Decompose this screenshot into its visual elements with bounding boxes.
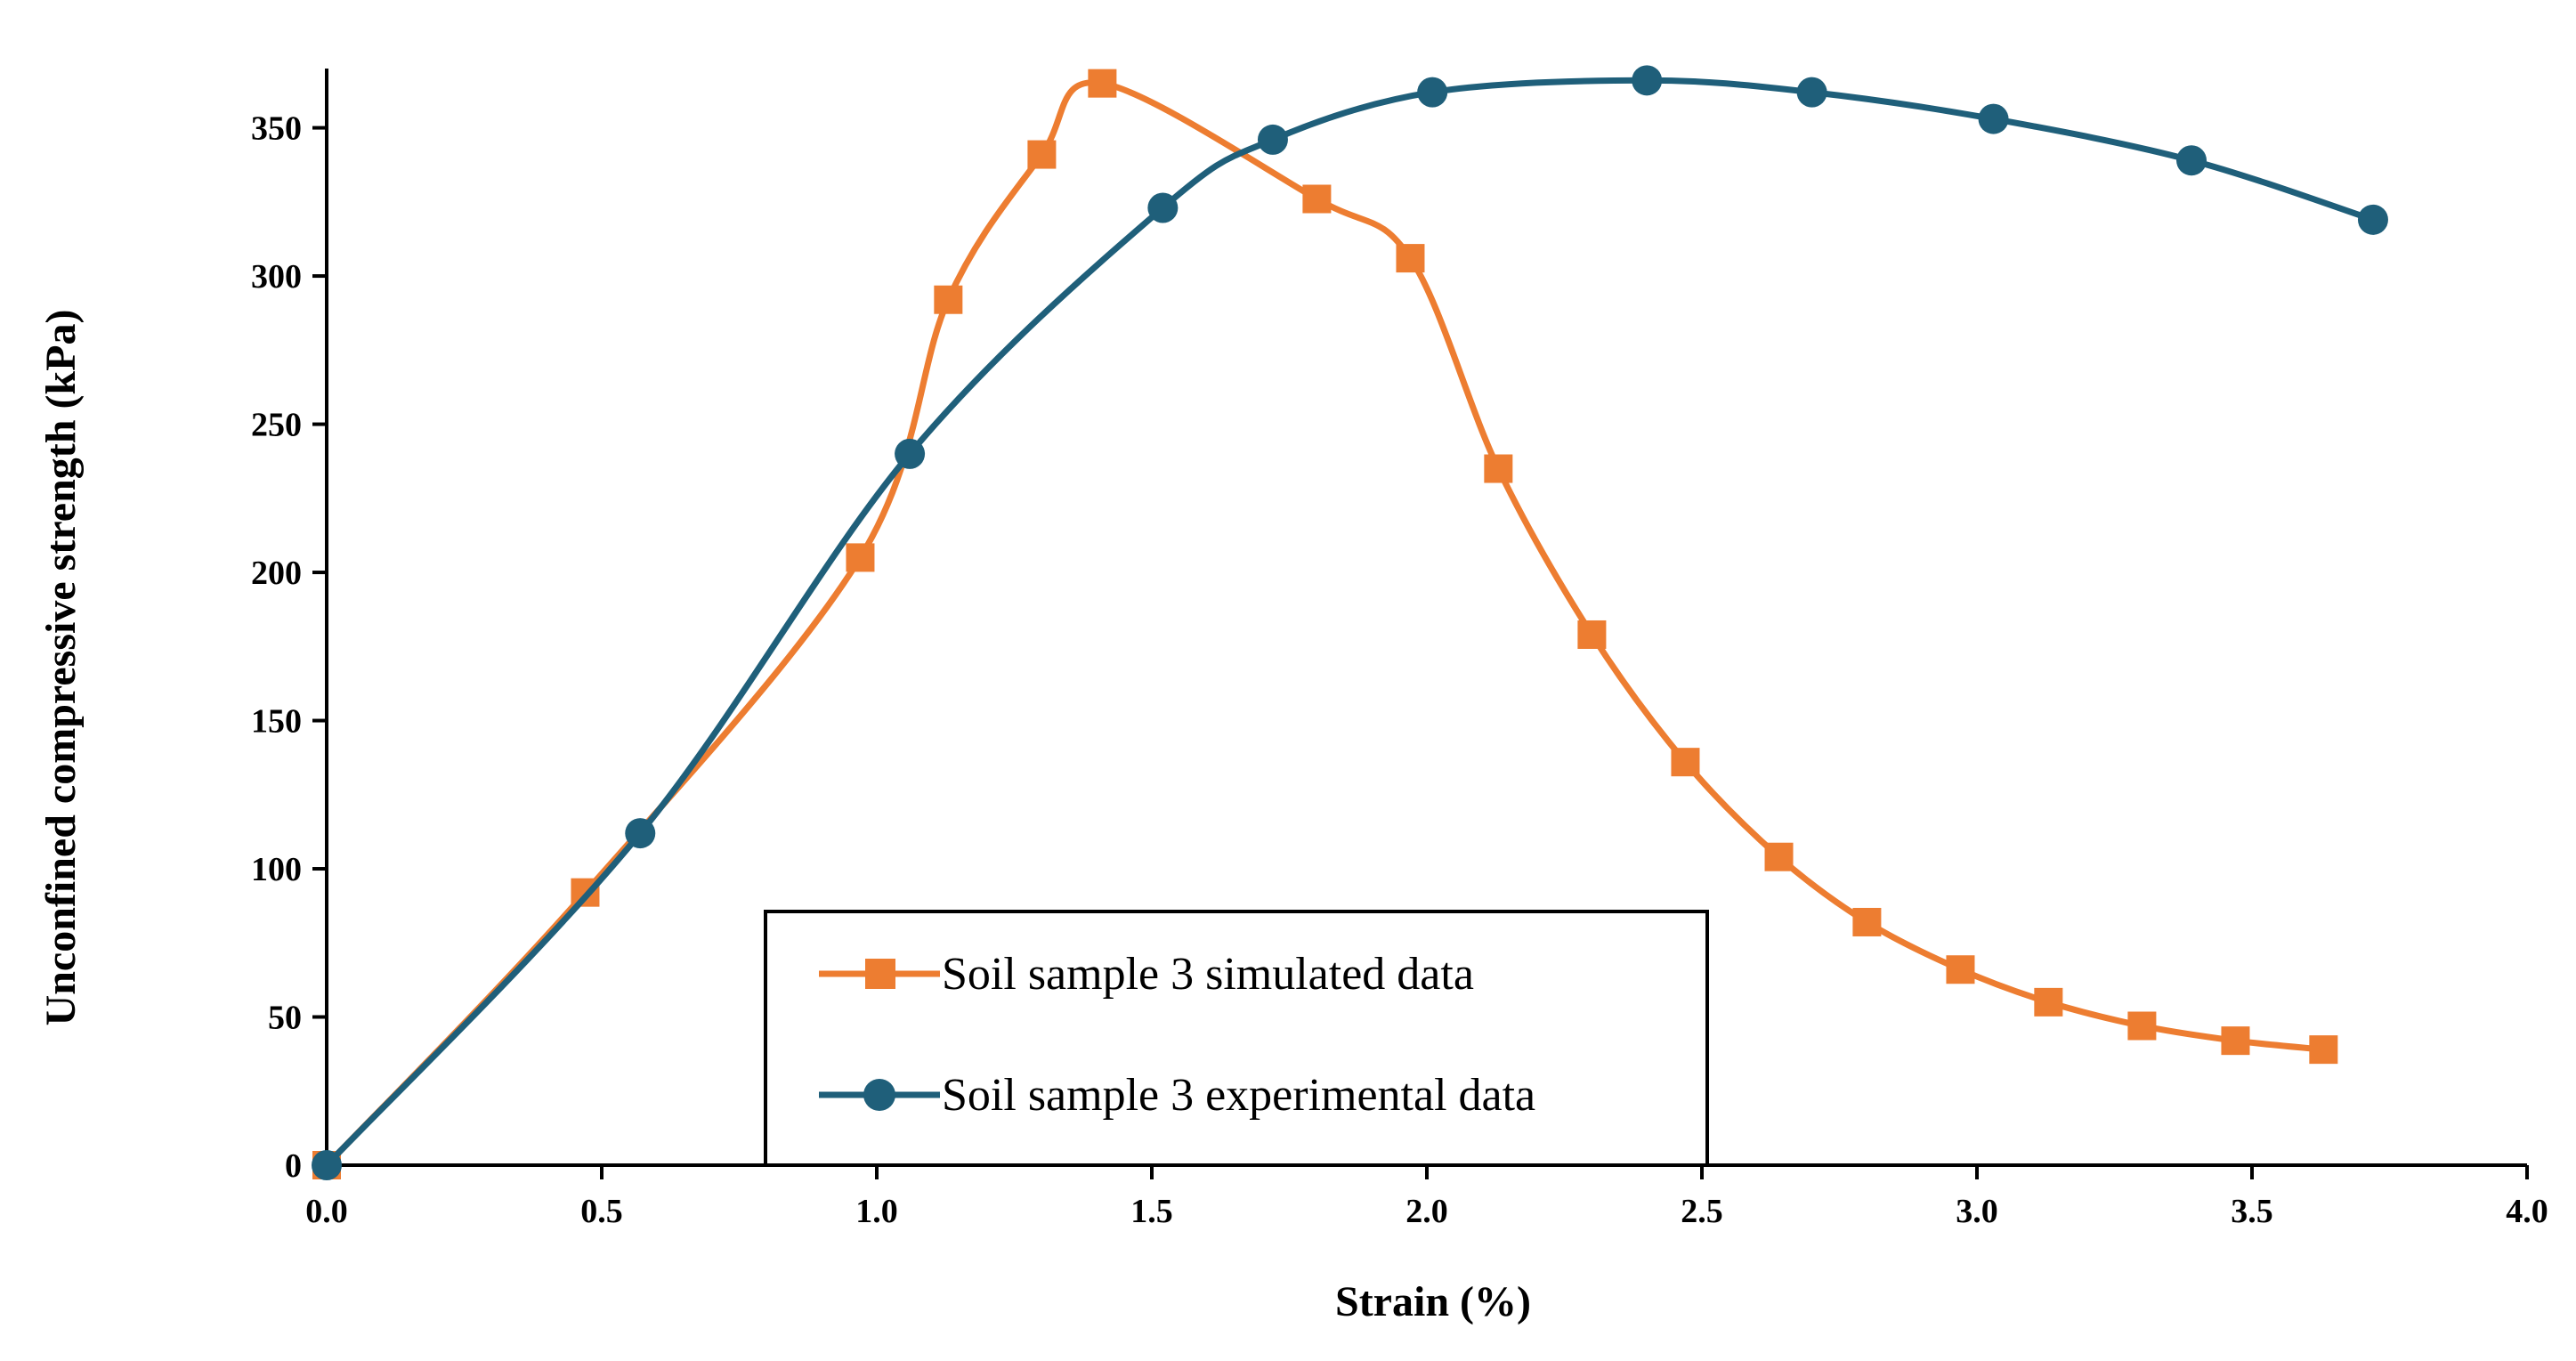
- y-tick-label: 0: [285, 1147, 302, 1185]
- legend-marker-circle: [863, 1079, 895, 1111]
- y-tick-label: 200: [251, 555, 302, 592]
- x-tick-label: 0.5: [580, 1193, 623, 1230]
- data-point-square: [1946, 955, 1975, 984]
- data-point-square: [2221, 1026, 2250, 1056]
- x-tick-label: 3.5: [2231, 1193, 2273, 1230]
- legend-entry-2: Soil sample 3 experimental data: [819, 1070, 1535, 1121]
- data-point-square: [2127, 1011, 2157, 1041]
- x-tick-label: 4.0: [2506, 1193, 2548, 1230]
- data-point-square: [1027, 140, 1057, 169]
- legend-label: Soil sample 3 experimental data: [942, 1070, 1535, 1121]
- x-tick-label: 0.0: [305, 1193, 348, 1230]
- data-point-circle: [2357, 204, 2388, 235]
- x-tick-label: 3.0: [1956, 1193, 1998, 1230]
- x-tick-label: 1.5: [1130, 1193, 1173, 1230]
- x-tick-label: 1.0: [855, 1193, 898, 1230]
- data-point-square: [1088, 69, 1117, 98]
- x-tick-label: 2.0: [1405, 1193, 1448, 1230]
- data-point-square: [846, 543, 875, 572]
- data-point-square: [1764, 842, 1794, 871]
- data-point-circle: [625, 818, 656, 849]
- axes: 0 50 100 150 200 250 300 350 0.0 0.5 1.0 1.5 2.0 2.5 3…: [251, 69, 2548, 1230]
- data-point-square: [934, 285, 963, 314]
- data-point-circle: [1796, 77, 1827, 108]
- data-point-square: [2034, 987, 2063, 1017]
- series-layer: [312, 65, 2388, 1180]
- y-tick-label: 50: [268, 1000, 302, 1037]
- legend: Soil sample 3 simulated data Soil sample …: [764, 910, 1709, 1167]
- legend-box: [764, 910, 1709, 1167]
- data-point-circle: [312, 1150, 342, 1180]
- legend-entry-1: Soil sample 3 simulated data: [819, 949, 1474, 1000]
- y-tick-label: 100: [251, 851, 302, 888]
- legend-marker-square: [865, 959, 895, 989]
- series-2: [312, 65, 2388, 1180]
- y-axis-title: Unconfined compressive strength (kPa): [37, 310, 85, 1026]
- legend-label: Soil sample 3 simulated data: [942, 949, 1474, 1000]
- y-tick-label: 150: [251, 703, 302, 741]
- y-tick-label: 350: [251, 110, 302, 148]
- y-tick-label: 250: [251, 407, 302, 444]
- data-point-square: [1852, 907, 1882, 936]
- x-axis-title: Strain (%): [1335, 1278, 1531, 1325]
- y-tick-label: 300: [251, 258, 302, 296]
- series-line: [324, 77, 2375, 1168]
- data-point-square: [1302, 184, 1332, 214]
- x-tick-label: 2.5: [1681, 1193, 1723, 1230]
- data-point-circle: [1257, 124, 1288, 155]
- data-point-square: [1671, 748, 1700, 777]
- data-point-square: [1484, 454, 1513, 483]
- data-point-circle: [1147, 192, 1179, 223]
- data-point-circle: [895, 438, 926, 469]
- data-point-circle: [1417, 77, 1448, 108]
- data-point-square: [1577, 620, 1607, 649]
- data-point-square: [2309, 1035, 2338, 1065]
- data-point-circle: [1978, 103, 2009, 134]
- data-point-square: [1396, 244, 1425, 273]
- data-point-circle: [2176, 145, 2207, 176]
- data-point-circle: [1632, 65, 1663, 96]
- series-1: [312, 69, 2338, 1179]
